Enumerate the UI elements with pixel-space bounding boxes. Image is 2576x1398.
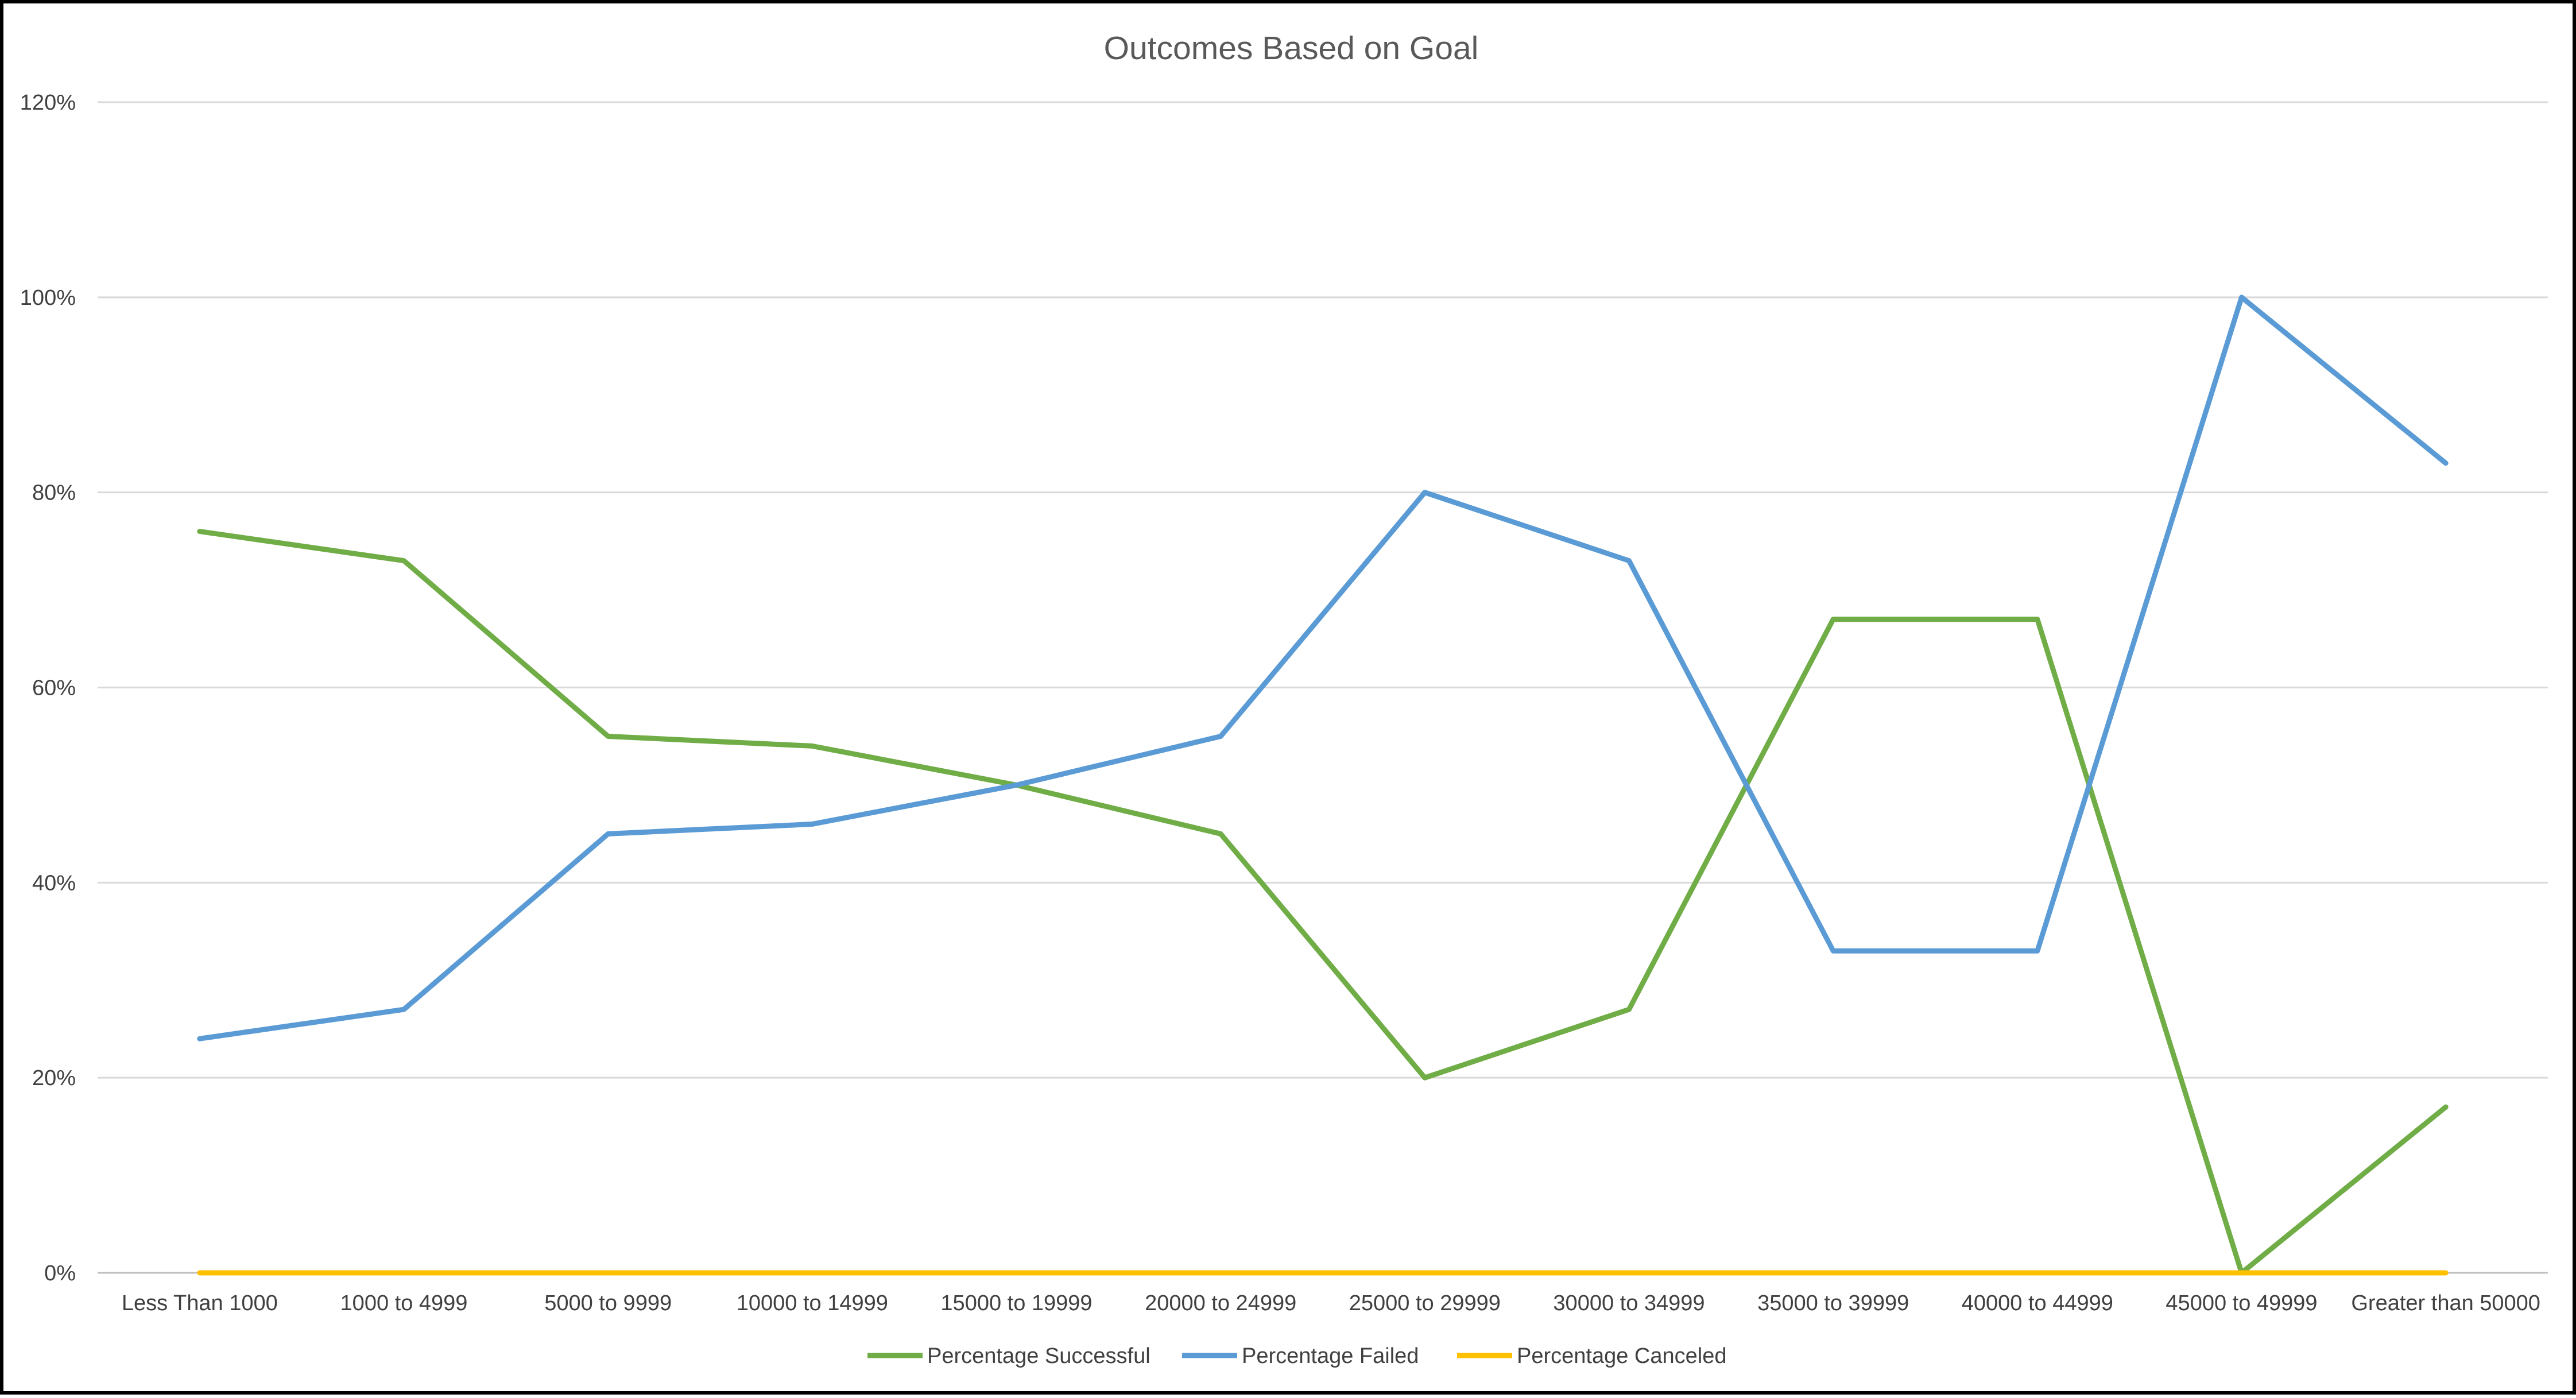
x-tick-label: 15000 to 19999 [940,1291,1092,1315]
x-tick-label: 45000 to 49999 [2166,1291,2317,1315]
y-tick-label: 80% [32,481,76,505]
y-tick-label: 0% [44,1261,76,1285]
y-tick-label: 120% [20,91,76,115]
legend: Percentage Successful Percentage Failed Pe… [867,1344,1726,1368]
legend-label: Percentage Canceled [1517,1344,1726,1368]
line-chart: Outcomes Based on Goal 0% 20% 40% 60% 80% 100… [20,30,2548,1368]
y-tick-label: 20% [32,1066,76,1090]
x-axis-labels: Less Than 1000 1000 to 4999 5000 to 9999 10… [122,1291,2540,1315]
series-lines [197,295,2449,1276]
x-tick-label: 1000 to 4999 [340,1291,468,1315]
x-tick-label: Less Than 1000 [122,1291,278,1315]
x-tick-label: 40000 to 44999 [1962,1291,2113,1315]
gridlines [98,101,2548,1274]
y-tick-label: 60% [32,676,76,700]
y-tick-label: 100% [20,286,76,310]
x-tick-label: 25000 to 29999 [1349,1291,1501,1315]
x-tick-label: 30000 to 34999 [1553,1291,1705,1315]
chart-title: Outcomes Based on Goal [1104,30,1479,67]
x-tick-label: 35000 to 39999 [1757,1291,1909,1315]
y-axis-labels: 0% 20% 40% 60% 80% 100% 120% [20,91,76,1285]
x-tick-label: 20000 to 24999 [1145,1291,1296,1315]
x-tick-label: Greater than 50000 [2351,1291,2540,1315]
x-tick-label: 5000 to 9999 [544,1291,672,1315]
y-tick-label: 40% [32,871,76,895]
legend-label: Percentage Failed [1242,1344,1419,1368]
legend-label: Percentage Successful [927,1344,1151,1368]
series-line [197,295,2449,1041]
series-line [197,529,2449,1276]
x-tick-label: 10000 to 14999 [737,1291,888,1315]
